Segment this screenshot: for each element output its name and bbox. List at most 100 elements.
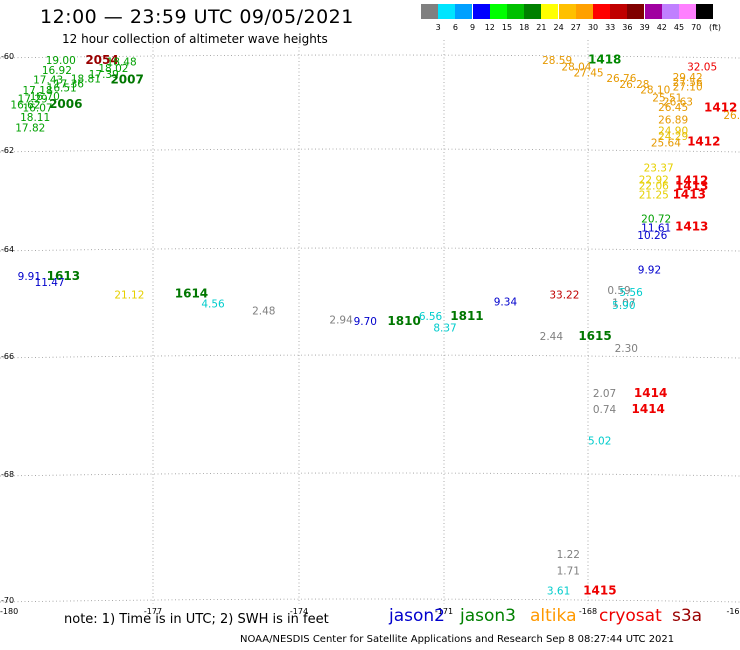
pass-time-label: 1615: [578, 329, 611, 343]
mission-label-jason3: jason3: [460, 606, 516, 626]
color-scale-label: 21: [536, 23, 547, 32]
mission-label-jason2: jason2: [389, 606, 445, 626]
footer-credit: NOAA/NESDIS Center for Satellite Applica…: [240, 634, 675, 645]
longitude-label: -168: [579, 607, 597, 616]
wave-height-label: 33.22: [549, 289, 579, 301]
color-scale-label: 36: [622, 23, 633, 32]
pass-time-label: 2007: [110, 73, 143, 87]
color-scale-label: 27: [570, 23, 581, 32]
color-scale-unit: (ft): [709, 23, 722, 32]
color-scale-swatch: [593, 4, 610, 19]
pass-time-label: 1414: [632, 402, 665, 416]
wave-height-label: 16.70: [30, 91, 60, 103]
footer-note: note: 1) Time is in UTC; 2) SWH is in fe…: [64, 612, 329, 627]
pass-time-label: 1412: [704, 101, 737, 115]
mission-label-s3a: s3a: [672, 606, 703, 626]
latitude-label: -70: [1, 596, 14, 605]
wave-height-label: 21.12: [114, 289, 144, 301]
wave-height-label: 9.92: [638, 264, 661, 276]
latitude-label: -68: [1, 470, 14, 479]
color-scale-swatch: [472, 4, 490, 19]
pass-time-label: 1412: [675, 174, 708, 188]
pass-time-label: 1413: [673, 188, 706, 202]
longitude-label: -171: [435, 607, 453, 616]
color-scale-swatch: [627, 4, 645, 19]
wave-height-label: 0.74: [593, 404, 617, 416]
color-scale-swatch: [558, 4, 576, 19]
color-scale-swatch: [507, 4, 524, 19]
wave-height-label: 16.51: [47, 82, 77, 94]
color-scale-label: 30: [587, 23, 599, 32]
color-scale-label: 70: [691, 23, 702, 32]
wave-height-label: 28.59: [542, 55, 572, 67]
wave-height-label: 2.07: [593, 388, 616, 400]
wave-height-label: 28.10: [640, 84, 670, 96]
pass-time-label: 2054: [85, 53, 118, 67]
wave-height-label: 22.06: [639, 181, 669, 193]
wave-height-label: 6.56: [419, 311, 443, 323]
wave-height-label: 28.04: [561, 61, 591, 73]
wave-height-label: 25.51: [652, 92, 682, 104]
wave-height-label: 18.81: [71, 74, 101, 86]
latitude-line: [0, 598, 740, 603]
wave-height-label: 20.72: [641, 213, 671, 225]
wave-height-label: 17.82: [15, 122, 45, 134]
wave-height-label: 1.22: [557, 549, 580, 561]
pass-time-label: 1613: [47, 269, 80, 283]
color-scale-label: 6: [452, 23, 458, 32]
latitude-line: [0, 354, 740, 359]
latitude-line: [0, 54, 740, 59]
pass-time-label: 1614: [175, 286, 208, 300]
map-subtitle: 12 hour collection of altimeter wave hei…: [62, 32, 328, 46]
pass-time-label: 2006: [49, 97, 82, 111]
wave-height-label: 5.56: [619, 287, 643, 299]
color-scale-label: 18: [519, 23, 530, 32]
wave-height-label: 5.02: [588, 435, 611, 447]
color-scale-swatch: [575, 4, 593, 19]
pass-time-label: 1412: [687, 135, 720, 149]
color-scale-label: 3: [435, 23, 441, 32]
color-scale-label: 33: [605, 23, 616, 32]
wave-height-label: 21.25: [639, 190, 669, 202]
wave-height-label: 23.37: [644, 162, 674, 174]
wave-height-label: 0.59: [607, 285, 630, 297]
wave-height-label: 19.00: [46, 55, 76, 67]
color-scale-swatch: [524, 4, 542, 19]
longitude-label: -180: [0, 607, 18, 616]
wave-height-label: 26.63: [663, 97, 693, 109]
mission-label-altika: altika: [530, 606, 577, 626]
wave-height-label: 2.48: [252, 306, 275, 318]
pass-time-label: 1418: [588, 52, 621, 66]
longitude-label: -16: [726, 607, 739, 616]
color-scale-label: 42: [656, 23, 667, 32]
color-scale-swatch: [696, 4, 714, 19]
wave-height-label: 2.94: [329, 315, 353, 327]
color-scale-swatch: [644, 4, 662, 19]
color-scale-label: 39: [639, 23, 650, 32]
wave-height-label: 11.61: [641, 223, 671, 235]
color-scale-swatch: [541, 4, 559, 19]
color-scale-label: 12: [484, 23, 495, 32]
wave-height-label: 18.02: [98, 63, 128, 75]
wave-height-label: 24.90: [658, 125, 688, 137]
map-title: 12:00 — 23:59 UTC 09/05/2021: [40, 6, 354, 28]
wave-height-label: 17.29: [18, 93, 48, 105]
latitude-line: [0, 148, 740, 153]
wave-height-label: 2.44: [540, 331, 564, 343]
wave-height-label: 26.89: [658, 114, 688, 126]
wave-height-label: 16.92: [42, 65, 72, 77]
wave-height-label: 4.56: [201, 299, 225, 311]
wave-height-label: 1.07: [612, 298, 635, 310]
wave-height-label: 24.29: [658, 131, 688, 143]
wave-height-label: 27.10: [673, 82, 703, 94]
wave-height-label: 17.43: [33, 75, 63, 87]
color-scale-swatch: [438, 4, 456, 19]
color-scale-swatch: [421, 4, 438, 19]
wave-height-label: 2.30: [615, 343, 638, 355]
color-scale-label: 24: [553, 23, 564, 32]
pass-time-label: 1413: [675, 220, 708, 234]
pass-time-label: 1413: [675, 179, 708, 193]
latitude-line: [0, 247, 740, 252]
pass-time-label: 1415: [583, 584, 616, 598]
